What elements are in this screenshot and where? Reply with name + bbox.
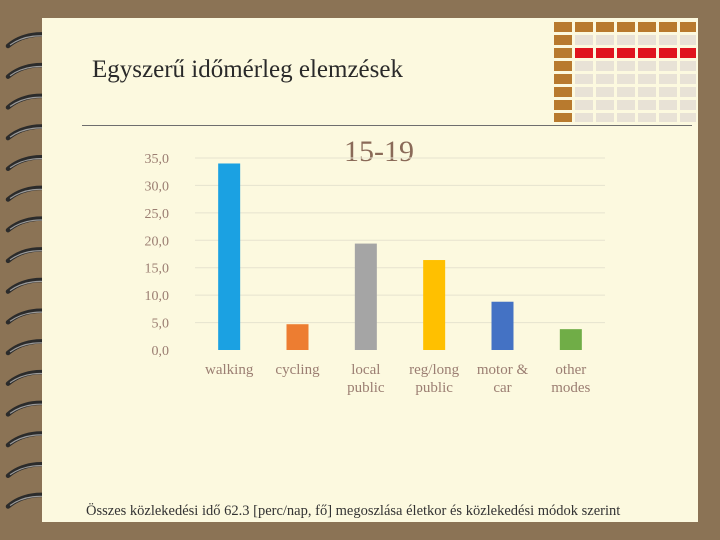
deco-cell — [617, 22, 635, 32]
deco-cell — [554, 35, 572, 45]
deco-cell — [659, 35, 677, 45]
decorative-grid — [554, 22, 696, 122]
deco-cell — [554, 100, 572, 110]
deco-cell — [554, 74, 572, 84]
deco-cell — [638, 74, 656, 84]
deco-cell — [659, 48, 677, 58]
deco-cell — [575, 113, 593, 122]
x-tick-label: car — [493, 380, 511, 396]
deco-cell — [596, 48, 614, 58]
deco-cell — [617, 87, 635, 97]
deco-cell — [596, 22, 614, 32]
deco-cell — [638, 100, 656, 110]
y-tick-label: 20,0 — [145, 234, 170, 249]
slide-footer: Összes közlekedési idő 62.3 [perc/nap, f… — [86, 503, 621, 519]
deco-cell — [659, 100, 677, 110]
deco-cell — [659, 87, 677, 97]
x-tick-label: walking — [205, 362, 254, 378]
deco-cell — [617, 35, 635, 45]
bar — [218, 163, 241, 350]
bar — [423, 260, 446, 350]
deco-cell — [617, 113, 635, 122]
bar — [491, 301, 514, 350]
y-tick-label: 0,0 — [152, 344, 170, 359]
deco-cell — [554, 113, 572, 122]
deco-cell — [554, 22, 572, 32]
x-tick-label: modes — [551, 380, 590, 396]
deco-cell — [638, 113, 656, 122]
y-tick-label: 25,0 — [145, 207, 170, 222]
deco-cell — [680, 87, 696, 97]
bar — [354, 243, 377, 350]
deco-cell — [659, 22, 677, 32]
deco-cell — [680, 113, 696, 122]
deco-cell — [596, 100, 614, 110]
deco-cell — [638, 35, 656, 45]
deco-cell — [659, 113, 677, 122]
deco-cell — [554, 48, 572, 58]
title-divider — [82, 125, 692, 126]
deco-cell — [575, 61, 593, 71]
bar — [286, 324, 309, 350]
deco-cell — [596, 113, 614, 122]
deco-cell — [659, 61, 677, 71]
bar — [559, 329, 582, 350]
x-tick-label: cycling — [275, 362, 320, 378]
deco-cell — [596, 87, 614, 97]
deco-cell — [638, 87, 656, 97]
y-tick-label: 35,0 — [145, 152, 170, 167]
chart-title: 15-19 — [344, 135, 414, 168]
deco-cell — [680, 22, 696, 32]
y-tick-label: 30,0 — [145, 179, 170, 194]
deco-cell — [596, 61, 614, 71]
deco-cell — [575, 22, 593, 32]
x-tick-label: local — [351, 362, 380, 378]
deco-cell — [638, 48, 656, 58]
deco-cell — [575, 100, 593, 110]
deco-cell — [680, 61, 696, 71]
y-tick-label: 15,0 — [145, 262, 170, 277]
x-tick-label: other — [555, 362, 586, 378]
y-tick-label: 10,0 — [145, 289, 170, 304]
deco-cell — [680, 100, 696, 110]
bar-chart: 15-19 0,0 5,0 10,0 15,0 20,0 25,0 30,0 35,0 walk… — [145, 135, 605, 396]
deco-cell — [575, 87, 593, 97]
deco-cell — [659, 74, 677, 84]
deco-cell — [617, 48, 635, 58]
deco-cell — [638, 22, 656, 32]
deco-cell — [575, 35, 593, 45]
slide-title: Egyszerű időmérleg elemzések — [92, 56, 403, 83]
deco-cell — [596, 35, 614, 45]
deco-cell — [575, 48, 593, 58]
deco-cell — [617, 61, 635, 71]
deco-cell — [596, 74, 614, 84]
deco-cell — [554, 61, 572, 71]
deco-cell — [617, 100, 635, 110]
deco-cell — [575, 74, 593, 84]
deco-cell — [638, 61, 656, 71]
x-tick-label: reg/long — [409, 362, 459, 378]
deco-cell — [680, 74, 696, 84]
x-tick-label: motor & — [477, 362, 529, 378]
deco-cell — [680, 35, 696, 45]
deco-cell — [554, 87, 572, 97]
deco-cell — [680, 48, 696, 58]
x-tick-label: public — [415, 380, 453, 396]
y-tick-label: 5,0 — [152, 317, 170, 332]
x-tick-label: public — [347, 380, 385, 396]
deco-cell — [617, 74, 635, 84]
